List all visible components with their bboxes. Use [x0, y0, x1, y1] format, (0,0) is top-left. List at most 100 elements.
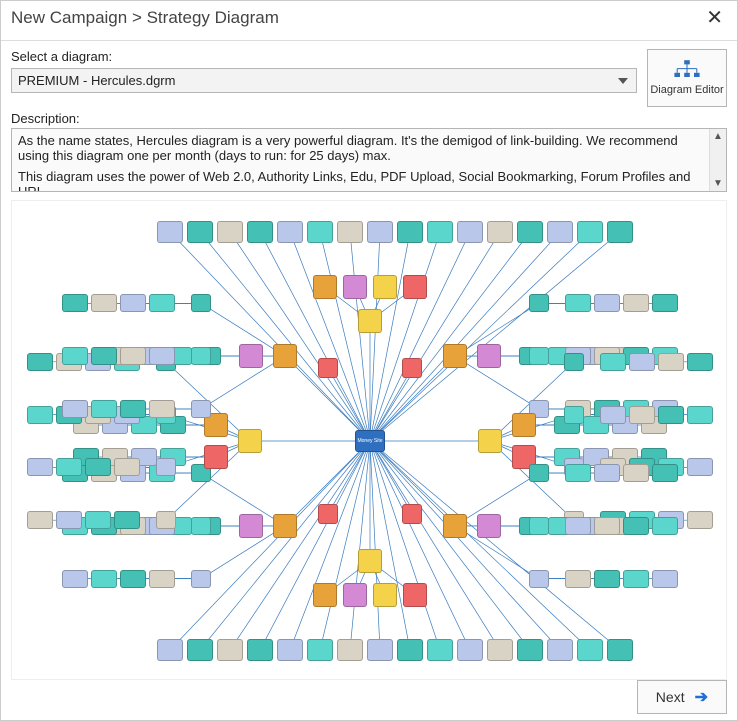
diagram-node: [594, 464, 620, 482]
diagram-node: [149, 294, 175, 312]
diagram-node: [343, 275, 367, 299]
diagram-node: [85, 511, 111, 529]
diagram-node: [373, 583, 397, 607]
diagram-node: [529, 347, 549, 365]
diagram-node: [403, 583, 427, 607]
diagram-node: [337, 639, 363, 661]
diagram-node: [397, 221, 423, 243]
diagram-node: [120, 294, 146, 312]
diagram-editor-button[interactable]: Diagram Editor: [647, 49, 727, 107]
diagram-node: [191, 294, 211, 312]
diagram-node: [402, 504, 422, 524]
diagram-node: [367, 221, 393, 243]
diagram-node: [594, 294, 620, 312]
diagram-node: [600, 406, 626, 424]
diagram-node: [273, 514, 297, 538]
diagram-node: [217, 639, 243, 661]
diagram-node: [187, 221, 213, 243]
diagram-node: [114, 458, 140, 476]
diagram-node: [457, 639, 483, 661]
diagram-node: [337, 221, 363, 243]
diagram-select[interactable]: PREMIUM - Hercules.dgrm: [11, 68, 637, 93]
diagram-node: [217, 221, 243, 243]
diagram-node: [56, 511, 82, 529]
close-icon[interactable]: ✕: [702, 5, 727, 30]
diagram-node: [594, 517, 620, 535]
diagram-node: [191, 517, 211, 535]
diagram-node: [687, 406, 713, 424]
diagram-node: [594, 570, 620, 588]
diagram-node: [565, 294, 591, 312]
scroll-up-icon[interactable]: ▲: [713, 129, 723, 144]
diagram-node: [238, 429, 262, 453]
diagram-node: [157, 221, 183, 243]
diagram-node: [478, 429, 502, 453]
description-text: As the name states, Hercules diagram is …: [12, 129, 709, 191]
diagram-node: [358, 309, 382, 333]
diagram-node: [529, 294, 549, 312]
diagram-node: [487, 221, 513, 243]
diagram-node: [367, 639, 393, 661]
diagram-node: [547, 221, 573, 243]
diagram-node: [91, 400, 117, 418]
next-label: Next: [656, 689, 685, 705]
diagram-node: [27, 406, 53, 424]
diagram-node: [687, 458, 713, 476]
diagram-node: [477, 344, 501, 368]
diagram-node: [91, 347, 117, 365]
diagram-node: [427, 221, 453, 243]
diagram-node: [120, 570, 146, 588]
diagram-node: [517, 221, 543, 243]
diagram-node: [687, 353, 713, 371]
diagram-node: [529, 464, 549, 482]
diagram-node: [652, 464, 678, 482]
diagram-node: [62, 347, 88, 365]
diagram-node: [247, 221, 273, 243]
diagram-node: [623, 294, 649, 312]
diagram-node: [658, 406, 684, 424]
diagram-node: [204, 445, 228, 469]
description-box: As the name states, Hercules diagram is …: [11, 128, 727, 192]
diagram-node: [120, 347, 146, 365]
diagram-node: [27, 511, 53, 529]
diagram-node: [600, 353, 626, 371]
diagram-node: [114, 511, 140, 529]
diagram-node: [191, 400, 211, 418]
diagram-node: [397, 639, 423, 661]
diagram-node: [658, 353, 684, 371]
diagram-node: [358, 549, 382, 573]
diagram-node: [239, 514, 263, 538]
diagram-node: [565, 464, 591, 482]
diagram-node: [443, 344, 467, 368]
diagram-node: Money Site: [355, 430, 385, 452]
description-scrollbar[interactable]: ▲ ▼: [709, 129, 726, 191]
diagram-node: [27, 458, 53, 476]
scroll-down-icon[interactable]: ▼: [713, 176, 723, 191]
diagram-node: [157, 639, 183, 661]
diagram-node: [56, 458, 82, 476]
diagram-node: [564, 406, 584, 424]
diagram-node: [318, 504, 338, 524]
diagram-node: [652, 517, 678, 535]
select-label: Select a diagram:: [11, 49, 637, 64]
diagram-node: [62, 570, 88, 588]
diagram-node: [629, 353, 655, 371]
editor-label: Diagram Editor: [650, 84, 723, 96]
diagram-node: [547, 639, 573, 661]
diagram-node: [307, 221, 333, 243]
diagram-node: [457, 221, 483, 243]
diagram-node: [652, 570, 678, 588]
diagram-node: [156, 458, 176, 476]
diagram-node: [343, 583, 367, 607]
diagram-node: [427, 639, 453, 661]
diagram-node: [623, 464, 649, 482]
next-button[interactable]: Next ➔: [637, 680, 727, 714]
diagram-node: [313, 583, 337, 607]
diagram-node: [402, 358, 422, 378]
diagram-node: [687, 511, 713, 529]
diagram-node: [403, 275, 427, 299]
diagram-node: [62, 294, 88, 312]
diagram-node: [156, 511, 176, 529]
diagram-node: [149, 400, 175, 418]
diagram-node: [517, 639, 543, 661]
